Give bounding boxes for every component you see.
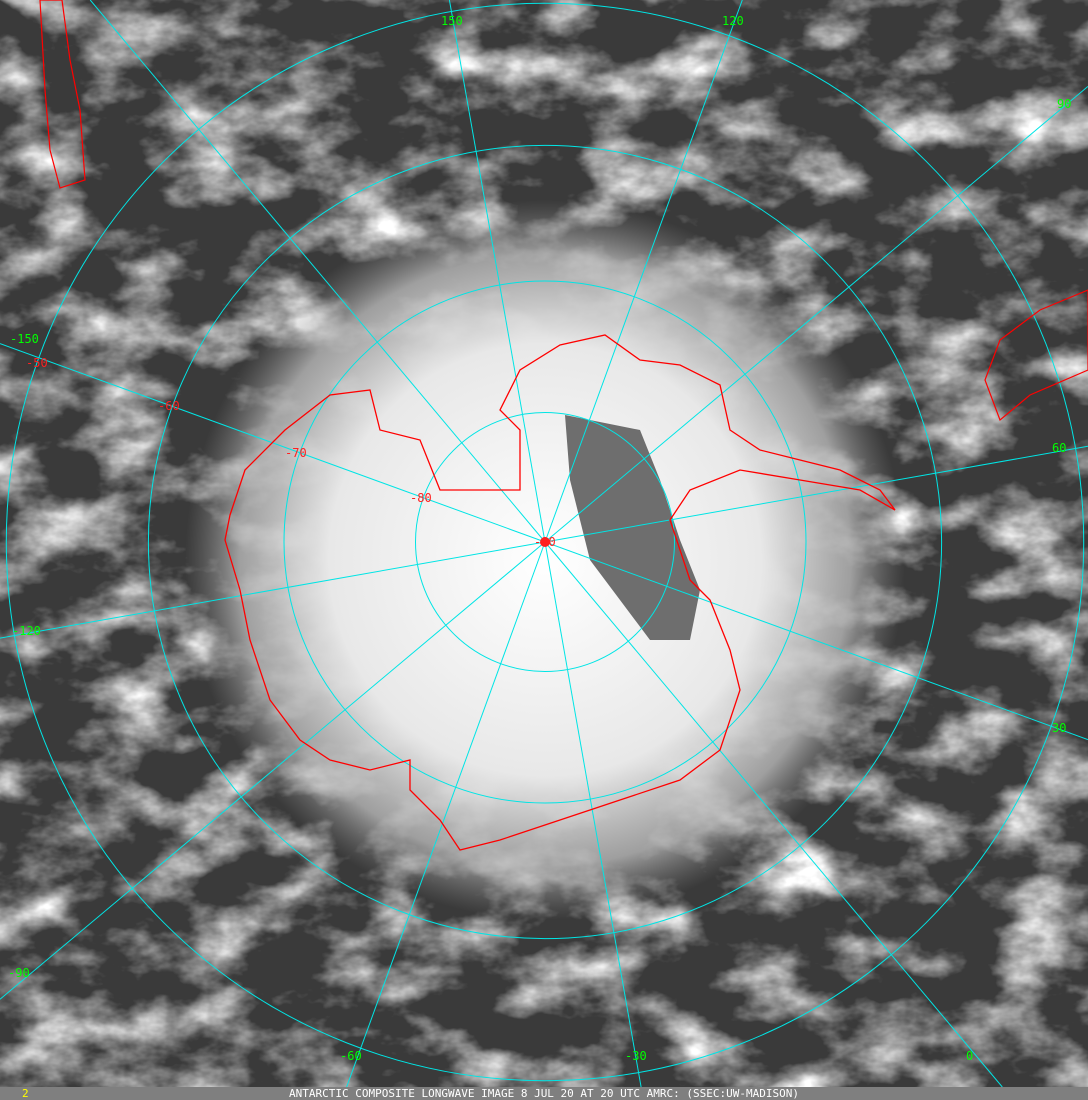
image-caption-bar: [0, 1087, 1088, 1100]
meridian-180: [89, 0, 546, 543]
lon-label-minus120: -120: [12, 624, 41, 638]
lon-label-60: 60: [1052, 441, 1067, 455]
lon-label-minus30: -30: [625, 1049, 647, 1063]
lon-label-120: 120: [722, 14, 744, 28]
meridian--90: [0, 541, 546, 1000]
lon-label-0: 0: [966, 1049, 974, 1063]
lat-label-minus50: -50: [26, 356, 48, 370]
meridian--30: [544, 541, 642, 1087]
meridian-150: [448, 0, 546, 543]
australia-coastline: [39, 0, 86, 189]
latitude-circle--50: [5, 2, 1085, 1082]
meridian--60: [346, 541, 546, 1087]
image-caption: ANTARCTIC COMPOSITE LONGWAVE IMAGE 8 JUL…: [289, 1087, 799, 1100]
lat-label-minus60: -60: [158, 399, 180, 413]
lat-label-minus80: -80: [410, 491, 432, 505]
lon-label-90: 90: [1057, 97, 1072, 111]
meridian-0: [544, 541, 1003, 1087]
south-america-coastline: [984, 289, 1088, 422]
meridian--120: [0, 541, 546, 639]
meridian-60: [544, 445, 1088, 543]
missing-data-swath: [565, 415, 700, 640]
lon-label-minus150: -150: [10, 332, 39, 346]
antarctica-coastline: [224, 334, 896, 851]
latitude-circle--70: [283, 280, 807, 804]
ice-sheet-glow: [165, 180, 925, 940]
latitude-circle--80: [415, 412, 675, 672]
lon-label-minus60: -60: [340, 1049, 362, 1063]
lon-label-minus90: -90: [8, 966, 30, 980]
lat-label-minus90: -90: [534, 535, 556, 549]
lon-label-150: 150: [441, 14, 463, 28]
meridian-90: [544, 86, 1088, 543]
latitude-circle--60: [147, 144, 943, 940]
frame-number: 2: [22, 1087, 29, 1100]
south-pole-marker: [540, 537, 550, 547]
meridian-120: [544, 0, 743, 543]
lat-label-minus70: -70: [285, 446, 307, 460]
lon-label-30: 30: [1052, 721, 1067, 735]
meridian-30: [544, 541, 1088, 741]
